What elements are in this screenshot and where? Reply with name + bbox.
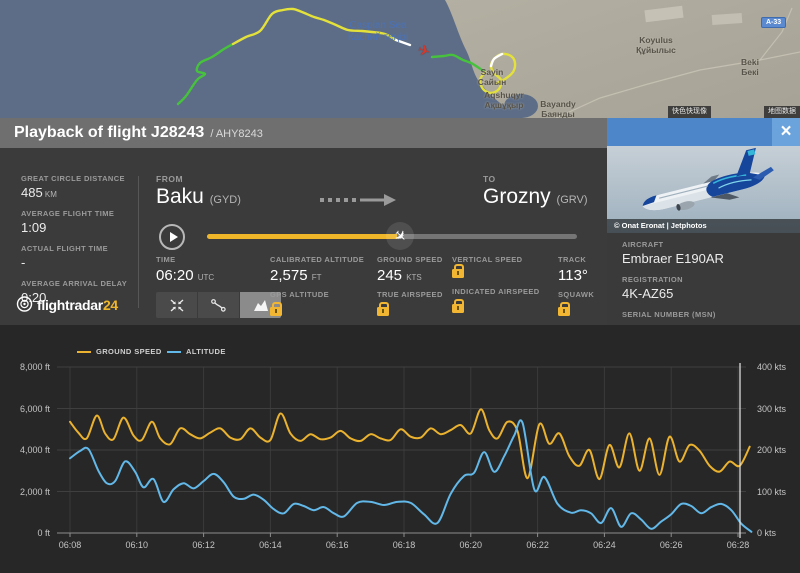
aircraft-field: AIRCRAFT Embraer E190AR <box>622 240 724 266</box>
aircraft-info-panel: AIRCRAFT Embraer E190AR REGISTRATION 4K-AZ6… <box>607 233 800 336</box>
aircraft-photo-image <box>607 146 800 233</box>
left-axis-label: 0 ft <box>37 528 50 538</box>
ground-speed-swatch <box>77 350 91 353</box>
route-arrow-icon <box>320 194 396 206</box>
page-subtitle: / AHY8243 <box>210 128 263 140</box>
stat-item: GREAT CIRCLE DISTANCE 485 KM <box>21 174 125 200</box>
aircraft-field: REGISTRATION 4K-AZ65 <box>622 275 683 301</box>
col-calibrated-altitude: CALIBRATED ALTITUDE 2,575 FT GPS ALTITUD… <box>270 255 364 321</box>
right-axis-label: 400 kts <box>757 362 787 372</box>
right-axis-label: 0 kts <box>757 528 777 538</box>
map[interactable]: Caspian Sea Каспий теңізі Sayin Сайын Aqshu… <box>0 0 800 118</box>
altitude-swatch <box>167 350 181 353</box>
from-city: Baku (GYD) <box>156 185 241 208</box>
legend-ground-speed[interactable]: GROUND SPEED <box>77 347 162 356</box>
vertical-speed-lock-icon[interactable] <box>452 264 464 278</box>
stats-list: GREAT CIRCLE DISTANCE 485 KM AVERAGE FLIGH… <box>21 174 136 314</box>
close-button[interactable]: × <box>772 118 800 146</box>
playback-header: Playback of flight J28243 / AHY8243 <box>0 118 607 148</box>
from-code: (GYD) <box>209 194 241 206</box>
col-vertical-speed: VERTICAL SPEED INDICATED AIRSPEED <box>452 255 540 318</box>
x-axis-tick-label: 06:10 <box>125 540 149 550</box>
left-axis-label: 6,000 ft <box>19 403 50 414</box>
left-axis-label: 8,000 ft <box>19 362 50 372</box>
true-airspeed-lock-icon[interactable] <box>377 302 389 316</box>
aircraft-photo[interactable] <box>607 146 800 233</box>
left-axis-label: 2,000 ft <box>19 486 50 497</box>
x-axis-tick-label: 06:28 <box>726 540 750 550</box>
col-ground-speed: GROUND SPEED 245 KTS TRUE AIRSPEED <box>377 255 443 321</box>
town-label: Beki Бекі <box>741 57 759 77</box>
road-badge: A-33 <box>761 17 787 28</box>
map-attribution-right: 地图数据 <box>764 106 800 118</box>
from-label: FROM <box>156 174 184 184</box>
time-value: 06:20 UTC <box>156 267 215 284</box>
ground-speed-value: 245 KTS <box>377 267 422 284</box>
x-axis-tick-label: 06:08 <box>58 540 82 550</box>
x-axis-tick-label: 06:26 <box>659 540 683 550</box>
col-time: TIME 06:20 UTC <box>156 255 215 284</box>
fr24-logo: flightradar24 <box>16 296 118 313</box>
play-button[interactable] <box>159 224 185 250</box>
gps-altitude-lock-icon[interactable] <box>270 302 282 316</box>
to-code: (GRV) <box>556 194 588 206</box>
town-label: Bayandy Баянды <box>540 99 576 118</box>
view-toggle-group <box>156 292 281 318</box>
stat-item: AVERAGE FLIGHT TIME 1:09 <box>21 209 115 235</box>
x-axis-tick-label: 06:22 <box>526 540 549 550</box>
chart-section: SPEED & ALTITUDE GRAPH GROUND SPEED ALTI… <box>0 325 800 573</box>
photo-credit[interactable]: © Onat Eronat | Jetphotos <box>607 219 800 233</box>
town-label: Aqshuqyr Ақшұқыр <box>484 90 524 110</box>
x-axis-tick-label: 06:16 <box>325 540 349 550</box>
indicated-airspeed-lock-icon[interactable] <box>452 299 464 313</box>
to-block: TO Grozny (GRV) <box>483 174 588 209</box>
col-track: TRACK 113° SQUAWK <box>558 255 594 321</box>
legend-altitude[interactable]: ALTITUDE <box>167 347 226 356</box>
playback-plane-handle[interactable]: ✈ <box>386 222 414 250</box>
plane-icon: ✈ <box>389 225 411 247</box>
route-icon <box>211 298 226 312</box>
town-label: Koyulus Құйылыс <box>636 35 676 55</box>
squawk-lock-icon[interactable] <box>558 302 570 316</box>
to-label: TO <box>483 174 496 184</box>
x-axis-tick-label: 06:24 <box>593 540 616 550</box>
calibrated-altitude-value: 2,575 FT <box>270 267 322 284</box>
town-label: Sayin Сайын <box>477 67 507 87</box>
right-axis-label: 300 kts <box>757 403 787 414</box>
x-axis-tick-label: 06:12 <box>192 540 215 550</box>
collapse-view-button[interactable] <box>156 292 198 318</box>
page-title: Playback of flight J28243 <box>14 124 205 141</box>
from-block: FROM Baku (GYD) <box>156 174 241 209</box>
left-axis-label: 4,000 ft <box>19 445 50 455</box>
map-terrain <box>176 0 800 118</box>
stat-item: ACTUAL FLIGHT TIME - <box>21 244 109 270</box>
graph-icon <box>253 299 268 311</box>
right-axis-label: 100 kts <box>757 486 787 497</box>
play-icon <box>169 232 178 242</box>
x-axis-tick-label: 06:20 <box>459 540 483 550</box>
sea-label: Caspian Sea Каспий теңізі <box>347 20 409 43</box>
altitude-line <box>69 419 753 533</box>
x-axis-tick-label: 06:18 <box>392 540 416 550</box>
to-city: Grozny (GRV) <box>483 185 588 208</box>
radar-icon <box>16 296 33 312</box>
right-axis-label: 200 kts <box>757 445 787 455</box>
playback-progress-fill <box>207 234 397 239</box>
x-axis-tick-label: 06:14 <box>259 540 282 550</box>
track-value: 113° <box>558 267 588 284</box>
route-view-button[interactable] <box>198 292 240 318</box>
ground-speed-line <box>69 408 751 481</box>
collapse-icon <box>170 298 183 312</box>
photo-panel-header <box>607 118 800 146</box>
map-attribution-left: 快色快现像 <box>668 106 711 118</box>
chart-plot[interactable] <box>0 325 800 573</box>
flight-path <box>176 7 517 106</box>
